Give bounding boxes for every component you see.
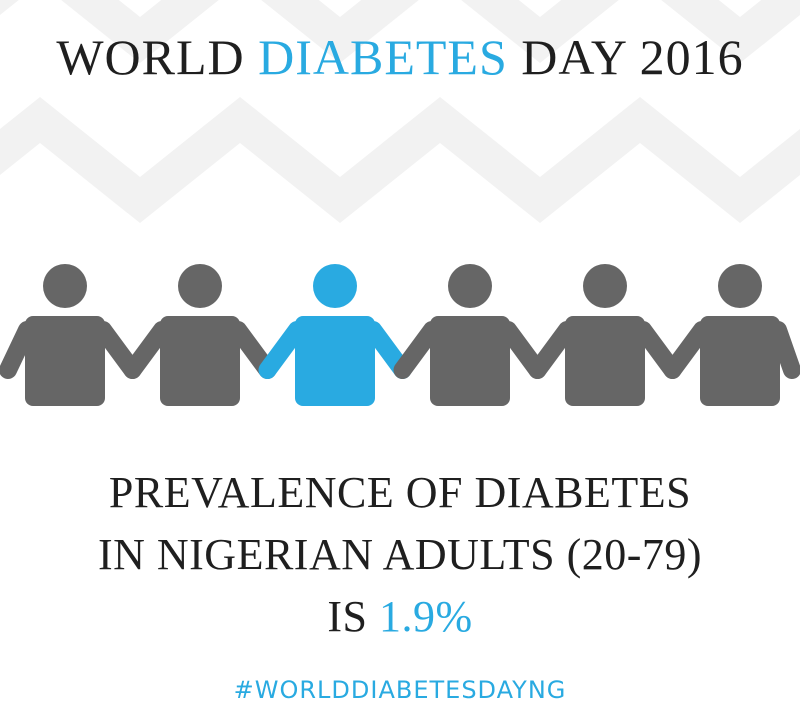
person-head bbox=[43, 264, 87, 308]
page-title: WORLD DIABETES DAY 2016 bbox=[0, 28, 800, 86]
person-1-icon bbox=[25, 264, 105, 406]
prevalence-statement: PREVALENCE OF DIABETES IN NIGERIAN ADULT… bbox=[0, 462, 800, 648]
person-6-icon bbox=[700, 264, 780, 406]
stat-prefix: IS bbox=[327, 592, 379, 641]
arm bbox=[393, 321, 441, 379]
title-part-1: WORLD bbox=[56, 29, 259, 85]
arm bbox=[769, 321, 800, 379]
person-head bbox=[583, 264, 627, 308]
person-head bbox=[313, 264, 357, 308]
person-body bbox=[160, 316, 240, 406]
people-row bbox=[0, 264, 800, 406]
person-body bbox=[25, 316, 105, 406]
arm bbox=[0, 321, 36, 379]
person-body bbox=[700, 316, 780, 406]
stat-line-1: PREVALENCE OF DIABETES bbox=[108, 468, 692, 517]
stat-value: 1.9% bbox=[378, 592, 473, 641]
stat-line-2: IN NIGERIAN ADULTS (20-79) bbox=[97, 530, 703, 579]
person-body bbox=[295, 316, 375, 406]
title-highlight: DIABETES bbox=[258, 29, 508, 85]
person-body bbox=[565, 316, 645, 406]
stat-line-3: IS 1.9% bbox=[0, 586, 800, 648]
arms-group bbox=[0, 321, 800, 379]
person-head bbox=[718, 264, 762, 308]
person-4-icon bbox=[430, 264, 510, 406]
person-2-icon bbox=[160, 264, 240, 406]
person-body bbox=[430, 316, 510, 406]
arm bbox=[123, 321, 171, 379]
person-head bbox=[178, 264, 222, 308]
person-5-icon bbox=[565, 264, 645, 406]
title-part-2: DAY 2016 bbox=[507, 29, 744, 85]
arm bbox=[663, 321, 711, 379]
arm bbox=[258, 321, 306, 379]
person-head bbox=[448, 264, 492, 308]
person-3-icon bbox=[295, 264, 375, 406]
arm bbox=[528, 321, 576, 379]
zigzag-background bbox=[0, 0, 800, 224]
hashtag-text: #WORLDDIABETESDAYNG bbox=[233, 676, 567, 704]
